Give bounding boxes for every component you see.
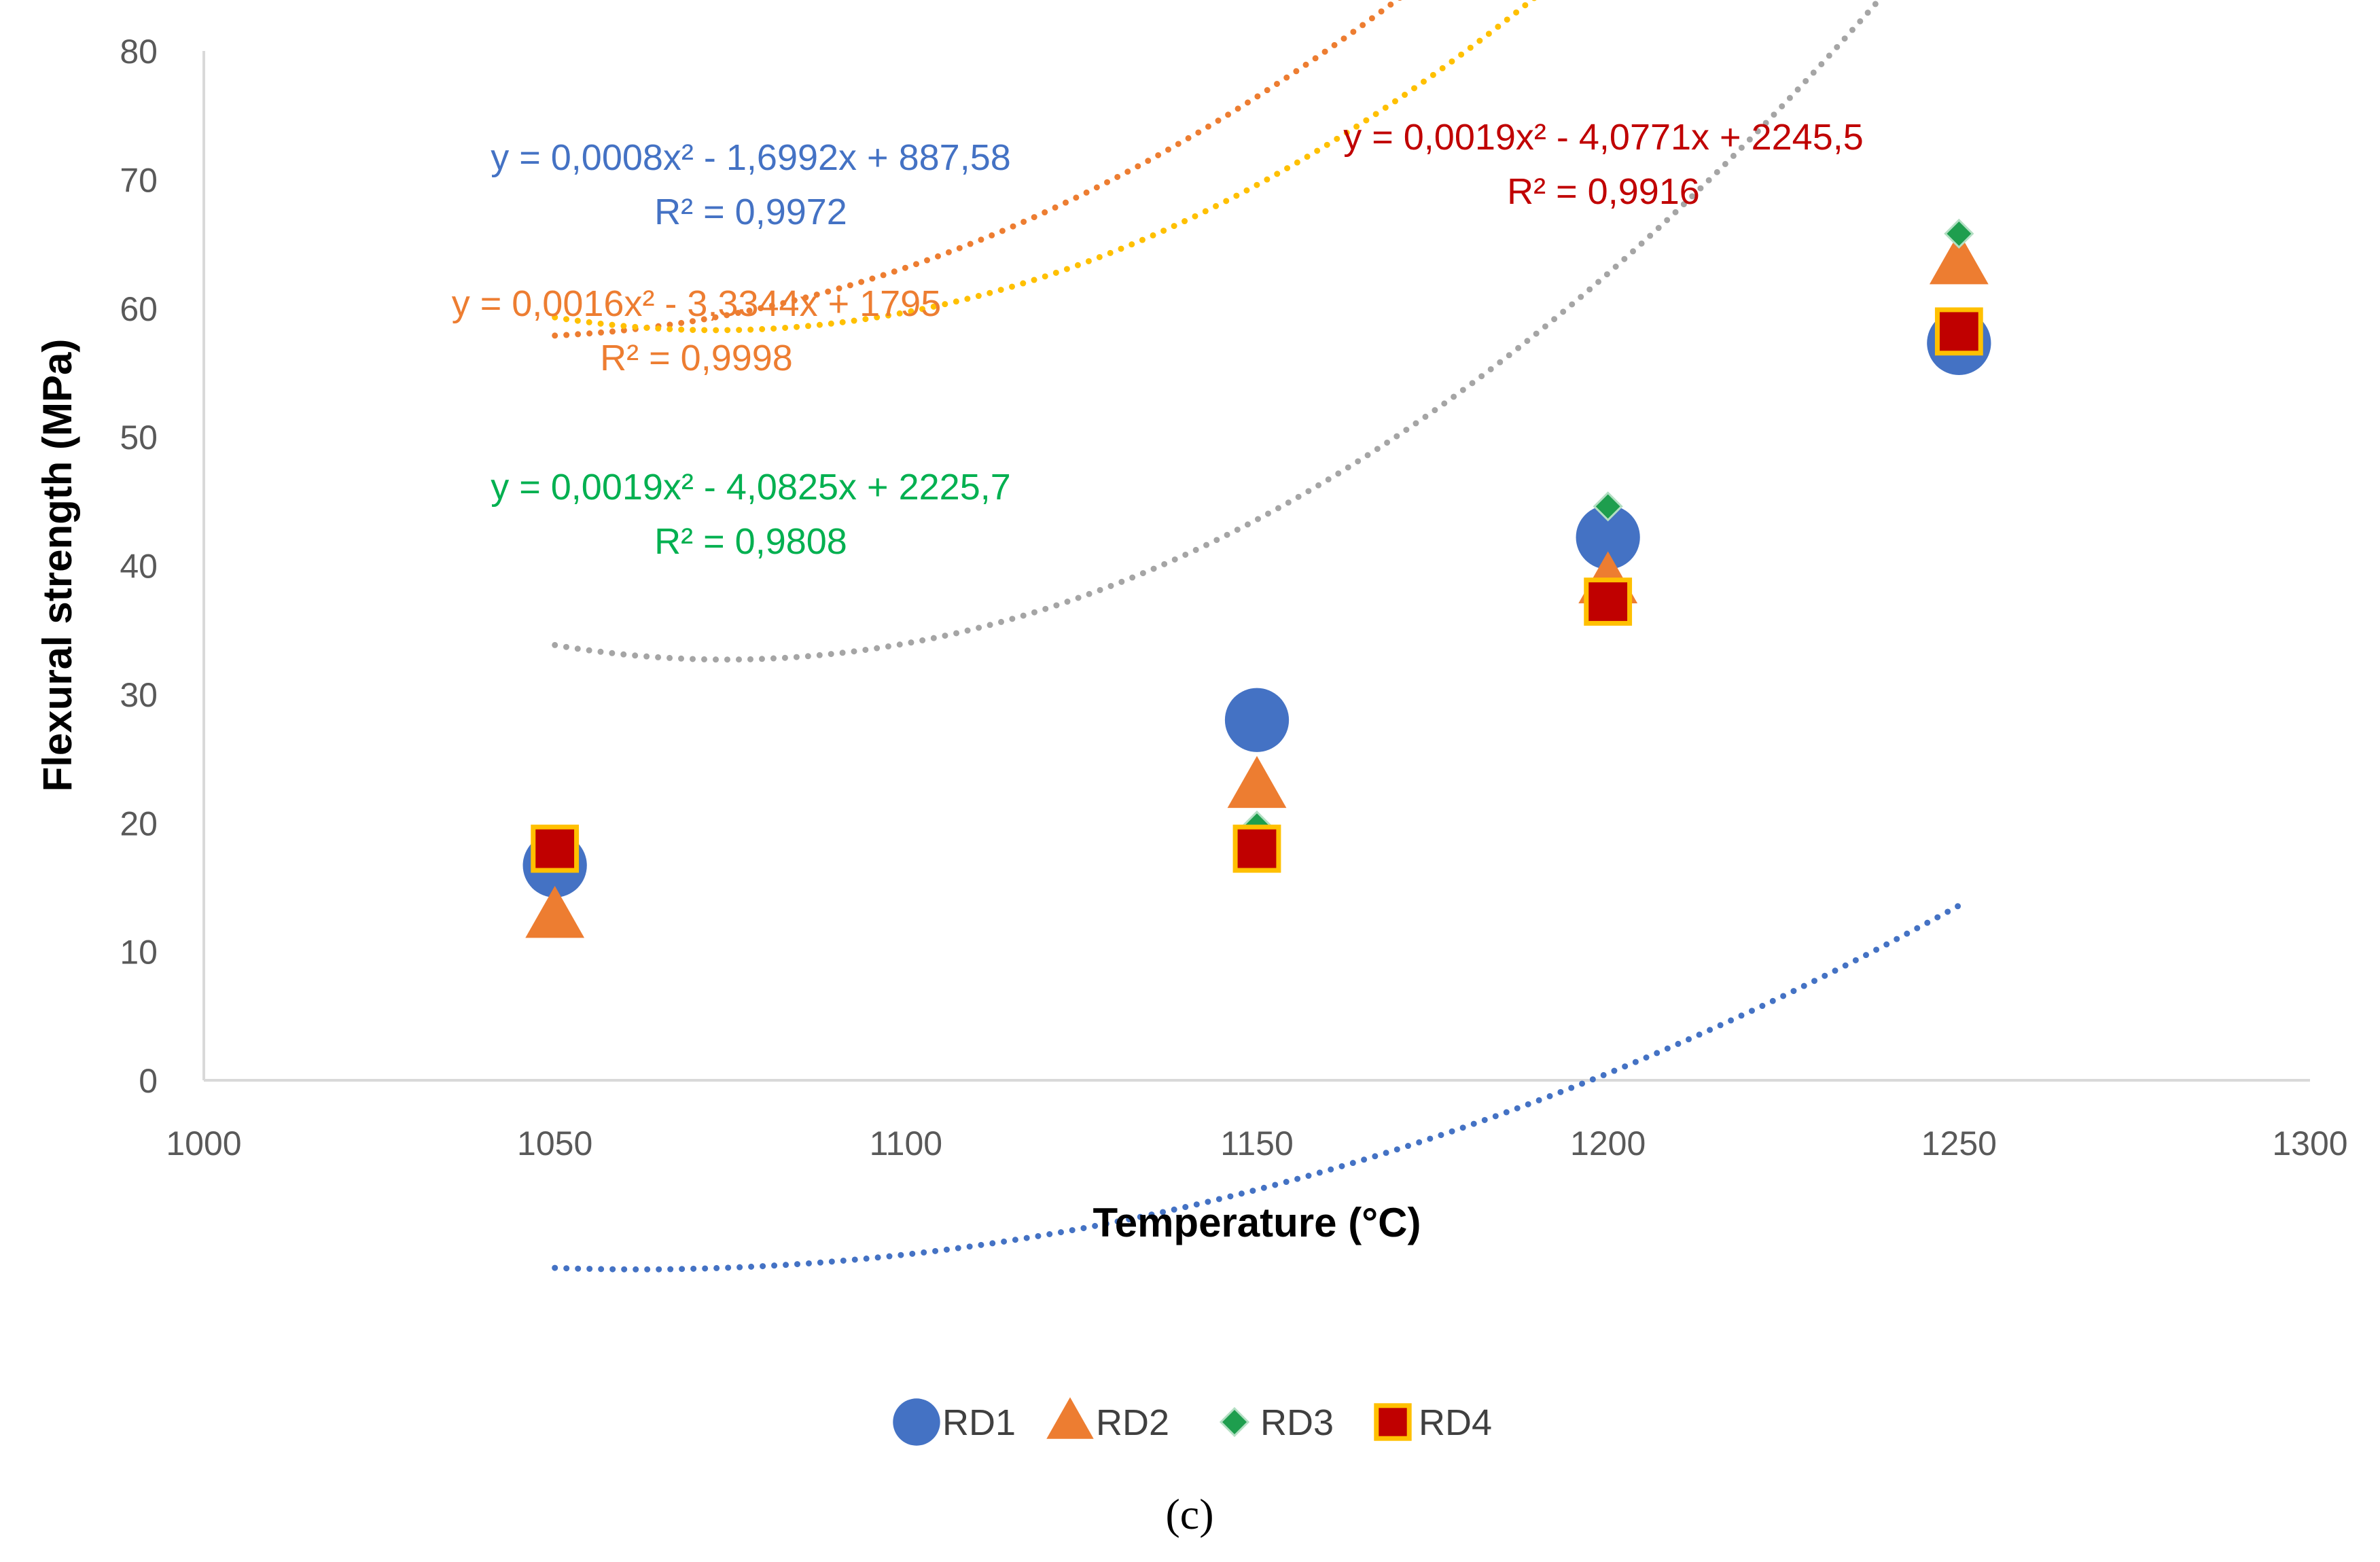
point-rd4-1250 — [1934, 307, 1983, 356]
y-tick-10: 10 — [120, 934, 158, 972]
x-tick-labels: 1000 1050 1100 1150 1200 1250 1300 — [166, 1124, 2347, 1162]
point-rd4-1150 — [1232, 824, 1281, 873]
r-squared-rd1: R² = 0,9972 — [654, 192, 847, 232]
trendline-equations: y = 0,0008x² - 1,6992x + 887,58 R² = 0,99… — [452, 117, 1864, 562]
x-tick-1200: 1200 — [1570, 1124, 1646, 1162]
point-rd4-1050 — [531, 824, 580, 873]
point-rd3-1200 — [1593, 491, 1623, 522]
equation-rd1: y = 0,0008x² - 1,6992x + 887,58 — [491, 137, 1011, 178]
point-rd2-1150 — [1227, 756, 1287, 809]
legend-label-rd1: RD1 — [942, 1402, 1016, 1443]
equation-rd4: y = 0,0019x² - 4,0771x + 2245,5 — [1343, 117, 1864, 158]
legend-marker-rd3 — [1219, 1406, 1250, 1438]
point-rd4-1200 — [1584, 578, 1633, 626]
y-tick-labels: 0 10 20 30 40 50 60 70 80 — [120, 33, 158, 1100]
x-tick-1000: 1000 — [166, 1124, 241, 1162]
x-axis-title: Temperature (°C) — [1093, 1200, 1421, 1245]
legend-marker-rd2 — [1046, 1397, 1094, 1439]
legend-marker-rd4 — [1374, 1403, 1412, 1441]
x-tick-1100: 1100 — [870, 1124, 943, 1162]
legend-marker-rd1 — [893, 1398, 940, 1446]
y-tick-80: 80 — [120, 33, 158, 71]
point-rd1-1150 — [1224, 688, 1290, 752]
point-rd3-1250 — [1944, 218, 1974, 249]
point-rd2-1050 — [525, 885, 585, 938]
y-tick-60: 60 — [120, 290, 158, 328]
point-rd2-1250 — [1929, 232, 1989, 285]
r-squared-rd4: R² = 0,9916 — [1507, 171, 1700, 212]
trendline-rd4 — [552, 0, 1537, 334]
trendlines — [552, 0, 1962, 1273]
equation-rd2: y = 0,0016x² - 3,3344x + 1795 — [452, 283, 942, 324]
equation-rd3: y = 0,0019x² - 4,0825x + 2225,7 — [491, 467, 1011, 508]
y-tick-70: 70 — [120, 161, 158, 199]
y-tick-0: 0 — [139, 1062, 158, 1100]
axes — [202, 51, 2310, 1082]
y-tick-30: 30 — [120, 676, 158, 714]
x-tick-1250: 1250 — [1921, 1124, 1997, 1162]
y-tick-50: 50 — [120, 419, 158, 457]
figure-caption: (c) — [1165, 1490, 1213, 1538]
data-points — [522, 218, 1991, 938]
x-tick-1050: 1050 — [517, 1124, 592, 1162]
r-squared-rd3: R² = 0,9808 — [654, 521, 847, 562]
y-axis-title: Flexural strength (MPa) — [35, 339, 80, 792]
legend-label-rd2: RD2 — [1096, 1402, 1169, 1443]
y-tick-40: 40 — [120, 548, 158, 586]
x-tick-1300: 1300 — [2272, 1124, 2347, 1162]
r-squared-rd2: R² = 0,9998 — [600, 338, 793, 378]
trendline-rd3 — [552, 0, 1883, 663]
trendline-rd2 — [552, 0, 1402, 339]
y-tick-20: 20 — [120, 804, 158, 842]
x-tick-1150: 1150 — [1220, 1124, 1294, 1162]
legend-label-rd4: RD4 — [1419, 1402, 1492, 1443]
point-rd1-1200 — [1576, 505, 1640, 569]
legend-label-rd3: RD3 — [1260, 1402, 1334, 1443]
legend: RD1 RD2 RD3 RD4 — [893, 1397, 1492, 1446]
